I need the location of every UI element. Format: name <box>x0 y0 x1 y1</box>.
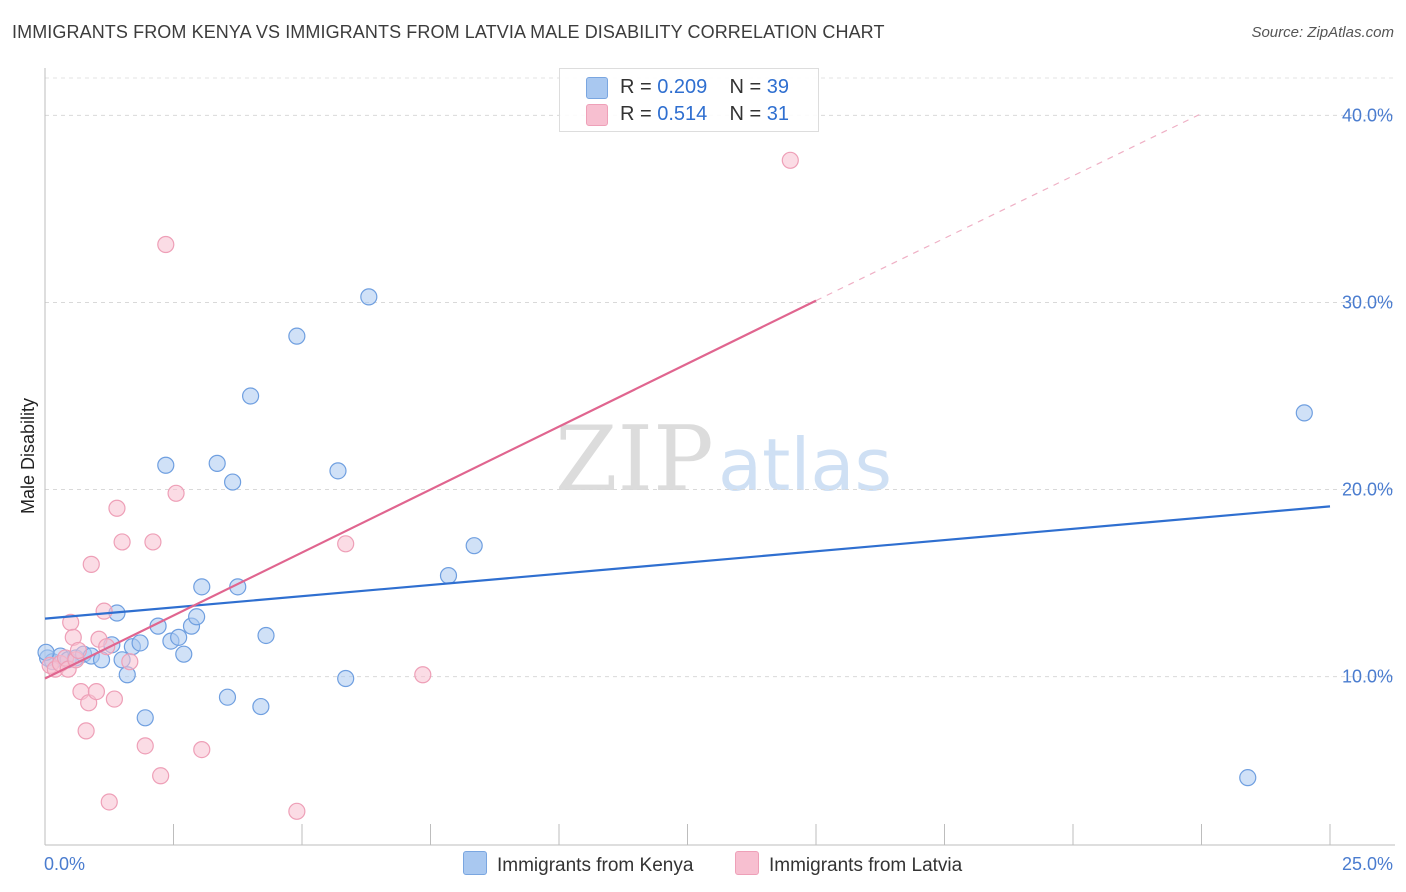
kenya-n-label: N = <box>729 76 767 98</box>
kenya-point <box>337 669 355 688</box>
latvia-point <box>167 484 185 502</box>
kenya-point <box>136 709 154 727</box>
bottom-legend-kenya: Immigrants from Kenya <box>463 851 693 877</box>
source-label: Source: ZipAtlas.com <box>1251 24 1394 41</box>
stats-legend: R = 0.209 N = 39 R = 0.514 N = 31 <box>559 68 819 132</box>
kenya-swatch <box>586 77 608 99</box>
latvia-point <box>69 641 88 660</box>
kenya-point <box>1295 404 1313 422</box>
latvia-point <box>105 690 123 708</box>
y-axis-label: Male Disability <box>18 398 38 514</box>
latvia-point <box>87 682 106 701</box>
latvia-point <box>288 802 306 820</box>
y-tick-label: 20.0% <box>1342 480 1393 500</box>
latvia-point <box>100 793 118 811</box>
kenya-r-value: 0.209 <box>657 76 708 98</box>
kenya-point <box>175 645 193 663</box>
kenya-point <box>131 634 149 652</box>
latvia-trendline <box>44 299 817 680</box>
kenya-n-value: 39 <box>766 76 790 98</box>
bottom-legend-latvia: Immigrants from Latvia <box>735 851 962 877</box>
latvia-point <box>82 555 100 573</box>
latvia-point <box>152 767 170 785</box>
y-tick-label: 30.0% <box>1342 292 1393 312</box>
latvia-point <box>193 740 211 759</box>
x-tick-label: 25.0% <box>1342 854 1393 874</box>
bottom-latvia-label: Immigrants from Latvia <box>769 855 963 876</box>
kenya-point <box>242 387 260 405</box>
latvia-r-value: 0.514 <box>657 103 708 125</box>
kenya-point <box>1239 769 1257 787</box>
latvia-point <box>108 499 126 517</box>
bottom-kenya-label: Immigrants from Kenya <box>497 855 694 876</box>
kenya-point <box>329 462 347 480</box>
bottom-latvia-swatch <box>735 851 759 875</box>
latvia-r-label: R = <box>620 103 658 125</box>
latvia-point <box>113 533 131 551</box>
y-tick-label: 10.0% <box>1342 667 1393 687</box>
kenya-point <box>224 473 242 491</box>
latvia-point <box>144 533 162 551</box>
kenya-trendline <box>44 505 1331 620</box>
kenya-point <box>360 288 378 306</box>
bottom-kenya-swatch <box>463 851 487 875</box>
kenya-r-label: R = <box>620 76 658 98</box>
latvia-point <box>781 151 799 169</box>
kenya-point <box>157 456 175 474</box>
x-tick-label: 0.0% <box>44 854 85 874</box>
kenya-point <box>252 697 270 716</box>
latvia-points <box>41 151 799 820</box>
chart-title: IMMIGRANTS FROM KENYA VS IMMIGRANTS FROM… <box>12 22 885 42</box>
kenya-point <box>288 327 306 345</box>
kenya-point <box>465 537 483 555</box>
latvia-point <box>95 602 113 620</box>
latvia-swatch <box>586 104 608 126</box>
watermark-atlas: atlas <box>718 423 892 507</box>
kenya-point <box>170 628 188 646</box>
latvia-point <box>414 666 432 684</box>
kenya-point <box>193 578 211 596</box>
kenya-point <box>208 454 226 472</box>
y-tick-label: 40.0% <box>1342 105 1393 125</box>
watermark-zip: ZIP <box>555 407 714 512</box>
kenya-points <box>37 288 1313 787</box>
kenya-point <box>439 567 458 585</box>
kenya-point <box>188 608 206 626</box>
latvia-point <box>136 737 154 755</box>
latvia-point <box>157 235 175 254</box>
kenya-point <box>257 626 275 645</box>
latvia-n-value: 31 <box>766 103 790 125</box>
latvia-point <box>337 535 355 553</box>
latvia-trendline-extension <box>815 113 1202 302</box>
latvia-n-label: N = <box>729 103 767 125</box>
latvia-point <box>77 722 95 740</box>
latvia-point <box>121 653 139 671</box>
kenya-point <box>218 688 237 706</box>
